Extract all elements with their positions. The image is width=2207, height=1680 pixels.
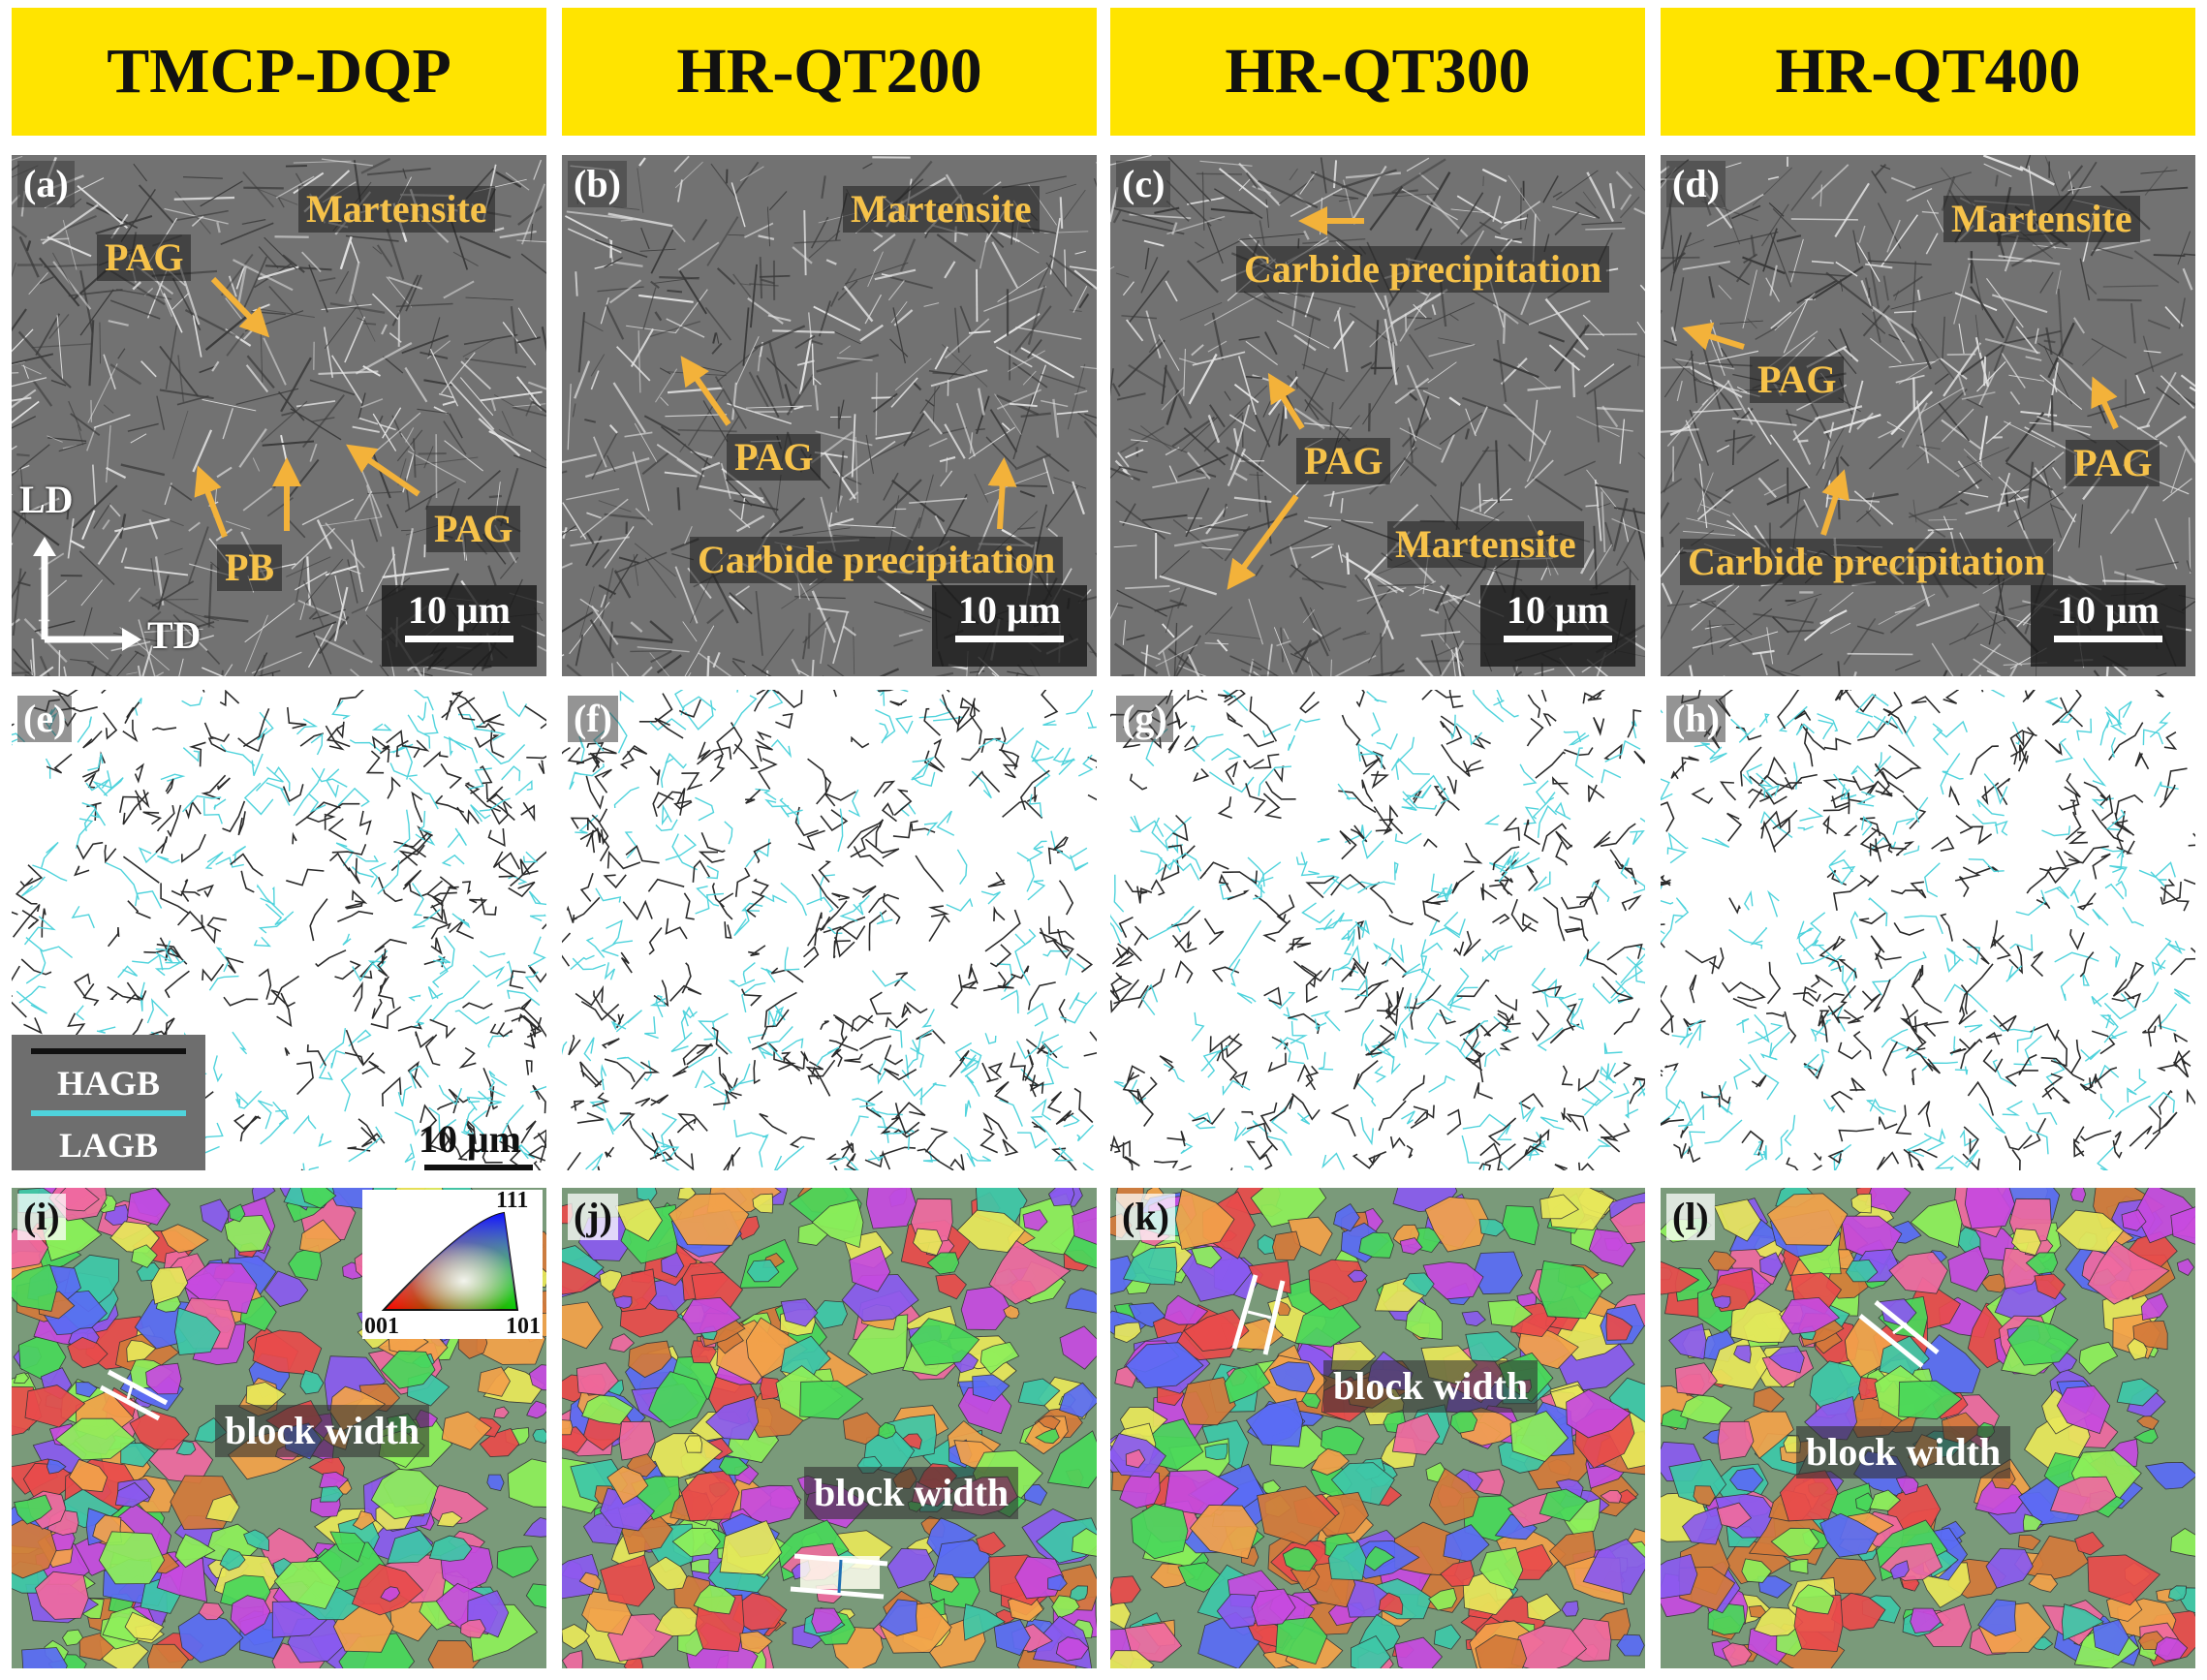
ipf-triangle (381, 1211, 519, 1311)
sem-panel-a: (a) Martensite PAG PB PAG LD TD 10 μm (12, 155, 546, 676)
boundary-legend: HAGB LAGB (12, 1035, 205, 1170)
panel-letter: (j) (568, 1194, 618, 1240)
scale-label: 10 μm (2057, 588, 2160, 632)
arrow (1227, 494, 1299, 590)
arrow (346, 444, 420, 497)
ipf-key-101: 101 (506, 1314, 541, 1339)
legend-hagb: HAGB (56, 1064, 160, 1103)
label-pb: PB (217, 544, 283, 591)
panel-letter: (e) (17, 696, 73, 742)
label-martensite: Martensite (298, 186, 495, 233)
block-width-marker (1858, 1300, 1940, 1368)
block-width-marker (99, 1369, 169, 1421)
boundary-texture (12, 690, 546, 1170)
ipf-color-key: 111 001 101 (362, 1188, 543, 1339)
panel-letter: (i) (17, 1194, 66, 1240)
lagb-swatch (31, 1110, 186, 1116)
scale-bar: 10 μm (1480, 585, 1635, 667)
label-block-width: block width (1796, 1426, 2011, 1478)
label-pag: PAG (1750, 357, 1845, 403)
arrows-overlay (1227, 206, 1364, 590)
scale-label: 10 μm (408, 588, 511, 632)
panel-letter: (f) (568, 696, 618, 742)
block-width-marker (790, 1553, 888, 1600)
arrow (1267, 372, 1305, 430)
scale-bar: 10 μm (2031, 585, 2186, 667)
ipf-map-i: (i) 111 001 101 block width (12, 1188, 546, 1668)
label-martensite: Martensite (1943, 196, 2140, 242)
label-carbide: Carbide precipitation (1680, 539, 2054, 585)
column-header-hr-qt200: HR-QT200 (562, 8, 1097, 136)
label-martensite: Martensite (843, 186, 1040, 233)
scale-label: 10 μm (958, 588, 1061, 632)
panel-letter: (b) (568, 161, 627, 207)
arrows-overlay (33, 276, 420, 651)
scale-bar: 10 μm (382, 585, 537, 667)
panel-letter: (c) (1116, 161, 1171, 207)
arrows-overlay (680, 356, 1017, 530)
arrow (680, 356, 731, 426)
ipf-texture (1661, 1188, 2195, 1668)
ipf-texture (12, 1188, 546, 1668)
panel-letter: (g) (1116, 696, 1173, 742)
block-width-marker (1231, 1274, 1286, 1355)
gb-map-e: (e) HAGB LAGB 10 μm (12, 690, 546, 1170)
arrow (194, 465, 228, 539)
arrow (1682, 322, 1745, 351)
column-header-tmcp-dqp: TMCP-DQP (12, 8, 546, 136)
panel-letter: (k) (1116, 1194, 1175, 1240)
axis-label-ld: LD (19, 478, 74, 521)
ipf-map-l: (l) block width (1661, 1188, 2195, 1668)
label-carbide: Carbide precipitation (1236, 246, 1610, 293)
label-block-width: block width (1323, 1360, 1539, 1413)
ipf-key-111: 111 (496, 1188, 529, 1213)
scale-bar (424, 1165, 533, 1170)
ipf-texture (1110, 1188, 1645, 1668)
panel-letter: (a) (17, 161, 75, 207)
arrow (2091, 376, 2119, 430)
arrow (210, 276, 270, 338)
label-pag: PAG (727, 434, 822, 481)
boundary-texture (1110, 690, 1645, 1170)
label-pag: PAG (1296, 438, 1391, 484)
boundary-texture (562, 690, 1097, 1170)
label-pag: PAG (2066, 440, 2160, 486)
panel-letter: (h) (1666, 696, 1725, 742)
ipf-texture (562, 1188, 1097, 1668)
gb-map-f: (f) (562, 690, 1097, 1170)
scale-bar: 10 μm (932, 585, 1087, 667)
scale-label: 10 μm (419, 1117, 521, 1161)
ipf-map-k: (k) block width (1110, 1188, 1645, 1668)
ipf-map-j: (j) block width (562, 1188, 1097, 1668)
gb-map-g: (g) (1110, 690, 1645, 1170)
axis-label-td: TD (147, 613, 202, 657)
sem-panel-c: (c) Carbide precipitation PAG Martensite… (1110, 155, 1645, 676)
arrows-overlay (1682, 322, 2119, 536)
label-block-width: block width (804, 1467, 1019, 1519)
label-martensite: Martensite (1387, 521, 1584, 568)
gb-map-h: (h) (1661, 690, 2195, 1170)
sem-panel-b: (b) Martensite PAG Carbide precipitation… (562, 155, 1097, 676)
panel-letter: (d) (1666, 161, 1725, 207)
sem-panel-d: (d) Martensite PAG PAG Carbide precipita… (1661, 155, 2195, 676)
column-header-hr-qt400: HR-QT400 (1661, 8, 2195, 136)
label-pag: PAG (426, 506, 521, 552)
scale-label: 10 μm (1507, 588, 1609, 632)
arrow (987, 457, 1017, 530)
arrow (1820, 469, 1850, 536)
hagb-swatch (31, 1048, 186, 1054)
column-header-hr-qt300: HR-QT300 (1110, 8, 1645, 136)
panel-letter: (l) (1666, 1194, 1715, 1240)
legend-lagb: LAGB (58, 1126, 159, 1165)
label-pag: PAG (97, 234, 192, 281)
boundary-texture (1661, 690, 2195, 1170)
label-block-width: block width (215, 1405, 430, 1457)
ipf-key-001: 001 (364, 1314, 399, 1339)
label-carbide: Carbide precipitation (690, 537, 1064, 583)
